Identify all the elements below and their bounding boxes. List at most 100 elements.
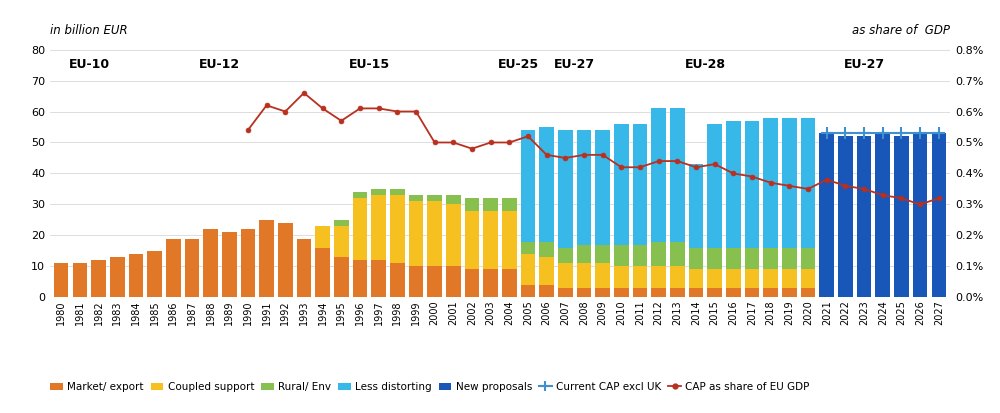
- CAP as share of EU GDP: [914, 202, 926, 207]
- Bar: [446, 195, 461, 204]
- Bar: [483, 211, 498, 269]
- CAP as share of EU GDP: [242, 128, 254, 133]
- Bar: [595, 130, 610, 244]
- CAP as share of EU GDP: [578, 152, 590, 157]
- CAP as share of EU GDP: [485, 140, 497, 145]
- Bar: [465, 198, 479, 211]
- CAP as share of EU GDP: [895, 196, 907, 201]
- Bar: [334, 257, 349, 297]
- Bar: [446, 266, 461, 297]
- CAP as share of EU GDP: [335, 118, 347, 123]
- Bar: [390, 195, 405, 263]
- Bar: [801, 248, 815, 269]
- Bar: [129, 254, 143, 297]
- Bar: [577, 263, 591, 288]
- Bar: [409, 266, 423, 297]
- Bar: [913, 133, 927, 297]
- Bar: [782, 269, 797, 288]
- Text: EU-10: EU-10: [69, 58, 110, 71]
- Bar: [745, 269, 759, 288]
- Bar: [595, 288, 610, 297]
- Bar: [297, 238, 311, 297]
- Bar: [577, 244, 591, 263]
- Bar: [110, 257, 125, 297]
- Text: EU-15: EU-15: [349, 58, 390, 71]
- Bar: [670, 109, 685, 242]
- CAP as share of EU GDP: [877, 192, 889, 197]
- Bar: [539, 127, 554, 242]
- CAP as share of EU GDP: [466, 146, 478, 151]
- Bar: [726, 121, 741, 248]
- Bar: [371, 260, 386, 297]
- Bar: [614, 244, 629, 266]
- CAP as share of EU GDP: [765, 180, 777, 185]
- Bar: [483, 269, 498, 297]
- Bar: [651, 288, 666, 297]
- CAP as share of EU GDP: [429, 140, 441, 145]
- Bar: [726, 269, 741, 288]
- Bar: [633, 288, 647, 297]
- CAP as share of EU GDP: [709, 161, 721, 166]
- Bar: [502, 269, 517, 297]
- Bar: [577, 288, 591, 297]
- Bar: [147, 251, 162, 297]
- Bar: [726, 248, 741, 269]
- Bar: [651, 242, 666, 266]
- Bar: [595, 244, 610, 263]
- Bar: [614, 266, 629, 288]
- Bar: [801, 118, 815, 248]
- Bar: [932, 133, 946, 297]
- Bar: [390, 263, 405, 297]
- Bar: [838, 136, 853, 297]
- Bar: [819, 133, 834, 297]
- CAP as share of EU GDP: [727, 171, 739, 176]
- CAP as share of EU GDP: [690, 165, 702, 170]
- CAP as share of EU GDP: [373, 106, 385, 111]
- Bar: [670, 266, 685, 288]
- Bar: [446, 204, 461, 266]
- Bar: [502, 211, 517, 269]
- Text: EU-12: EU-12: [199, 58, 240, 71]
- Bar: [707, 288, 722, 297]
- CAP as share of EU GDP: [858, 186, 870, 191]
- Bar: [614, 288, 629, 297]
- Bar: [427, 195, 442, 201]
- CAP as share of EU GDP: [391, 109, 403, 114]
- CAP as share of EU GDP: [933, 196, 945, 201]
- CAP as share of EU GDP: [354, 106, 366, 111]
- Bar: [763, 288, 778, 297]
- CAP as share of EU GDP: [279, 109, 291, 114]
- Bar: [633, 244, 647, 266]
- Bar: [633, 124, 647, 244]
- Bar: [483, 198, 498, 211]
- Current CAP excl UK: [858, 131, 870, 135]
- Bar: [521, 130, 535, 242]
- CAP as share of EU GDP: [671, 159, 683, 164]
- Bar: [539, 242, 554, 257]
- Bar: [315, 226, 330, 248]
- CAP as share of EU GDP: [317, 106, 329, 111]
- Bar: [409, 201, 423, 266]
- Line: Current CAP excl UK: Current CAP excl UK: [821, 128, 944, 139]
- Bar: [409, 195, 423, 201]
- Bar: [801, 269, 815, 288]
- Legend: Market/ export, Coupled support, Rural/ Env, Less distorting, New proposals, Cur: Market/ export, Coupled support, Rural/ …: [46, 378, 814, 396]
- CAP as share of EU GDP: [503, 140, 515, 145]
- CAP as share of EU GDP: [839, 183, 851, 188]
- Bar: [502, 198, 517, 211]
- Current CAP excl UK: [933, 131, 945, 135]
- Bar: [707, 248, 722, 269]
- Text: EU-28: EU-28: [685, 58, 726, 71]
- Bar: [539, 285, 554, 297]
- CAP as share of EU GDP: [783, 183, 795, 188]
- Bar: [782, 118, 797, 248]
- CAP as share of EU GDP: [298, 90, 310, 95]
- Bar: [259, 220, 274, 297]
- Bar: [353, 192, 367, 198]
- Text: EU-27: EU-27: [844, 58, 885, 71]
- Bar: [558, 248, 573, 263]
- Bar: [689, 248, 703, 269]
- Bar: [521, 242, 535, 254]
- CAP as share of EU GDP: [821, 177, 833, 182]
- Bar: [539, 257, 554, 285]
